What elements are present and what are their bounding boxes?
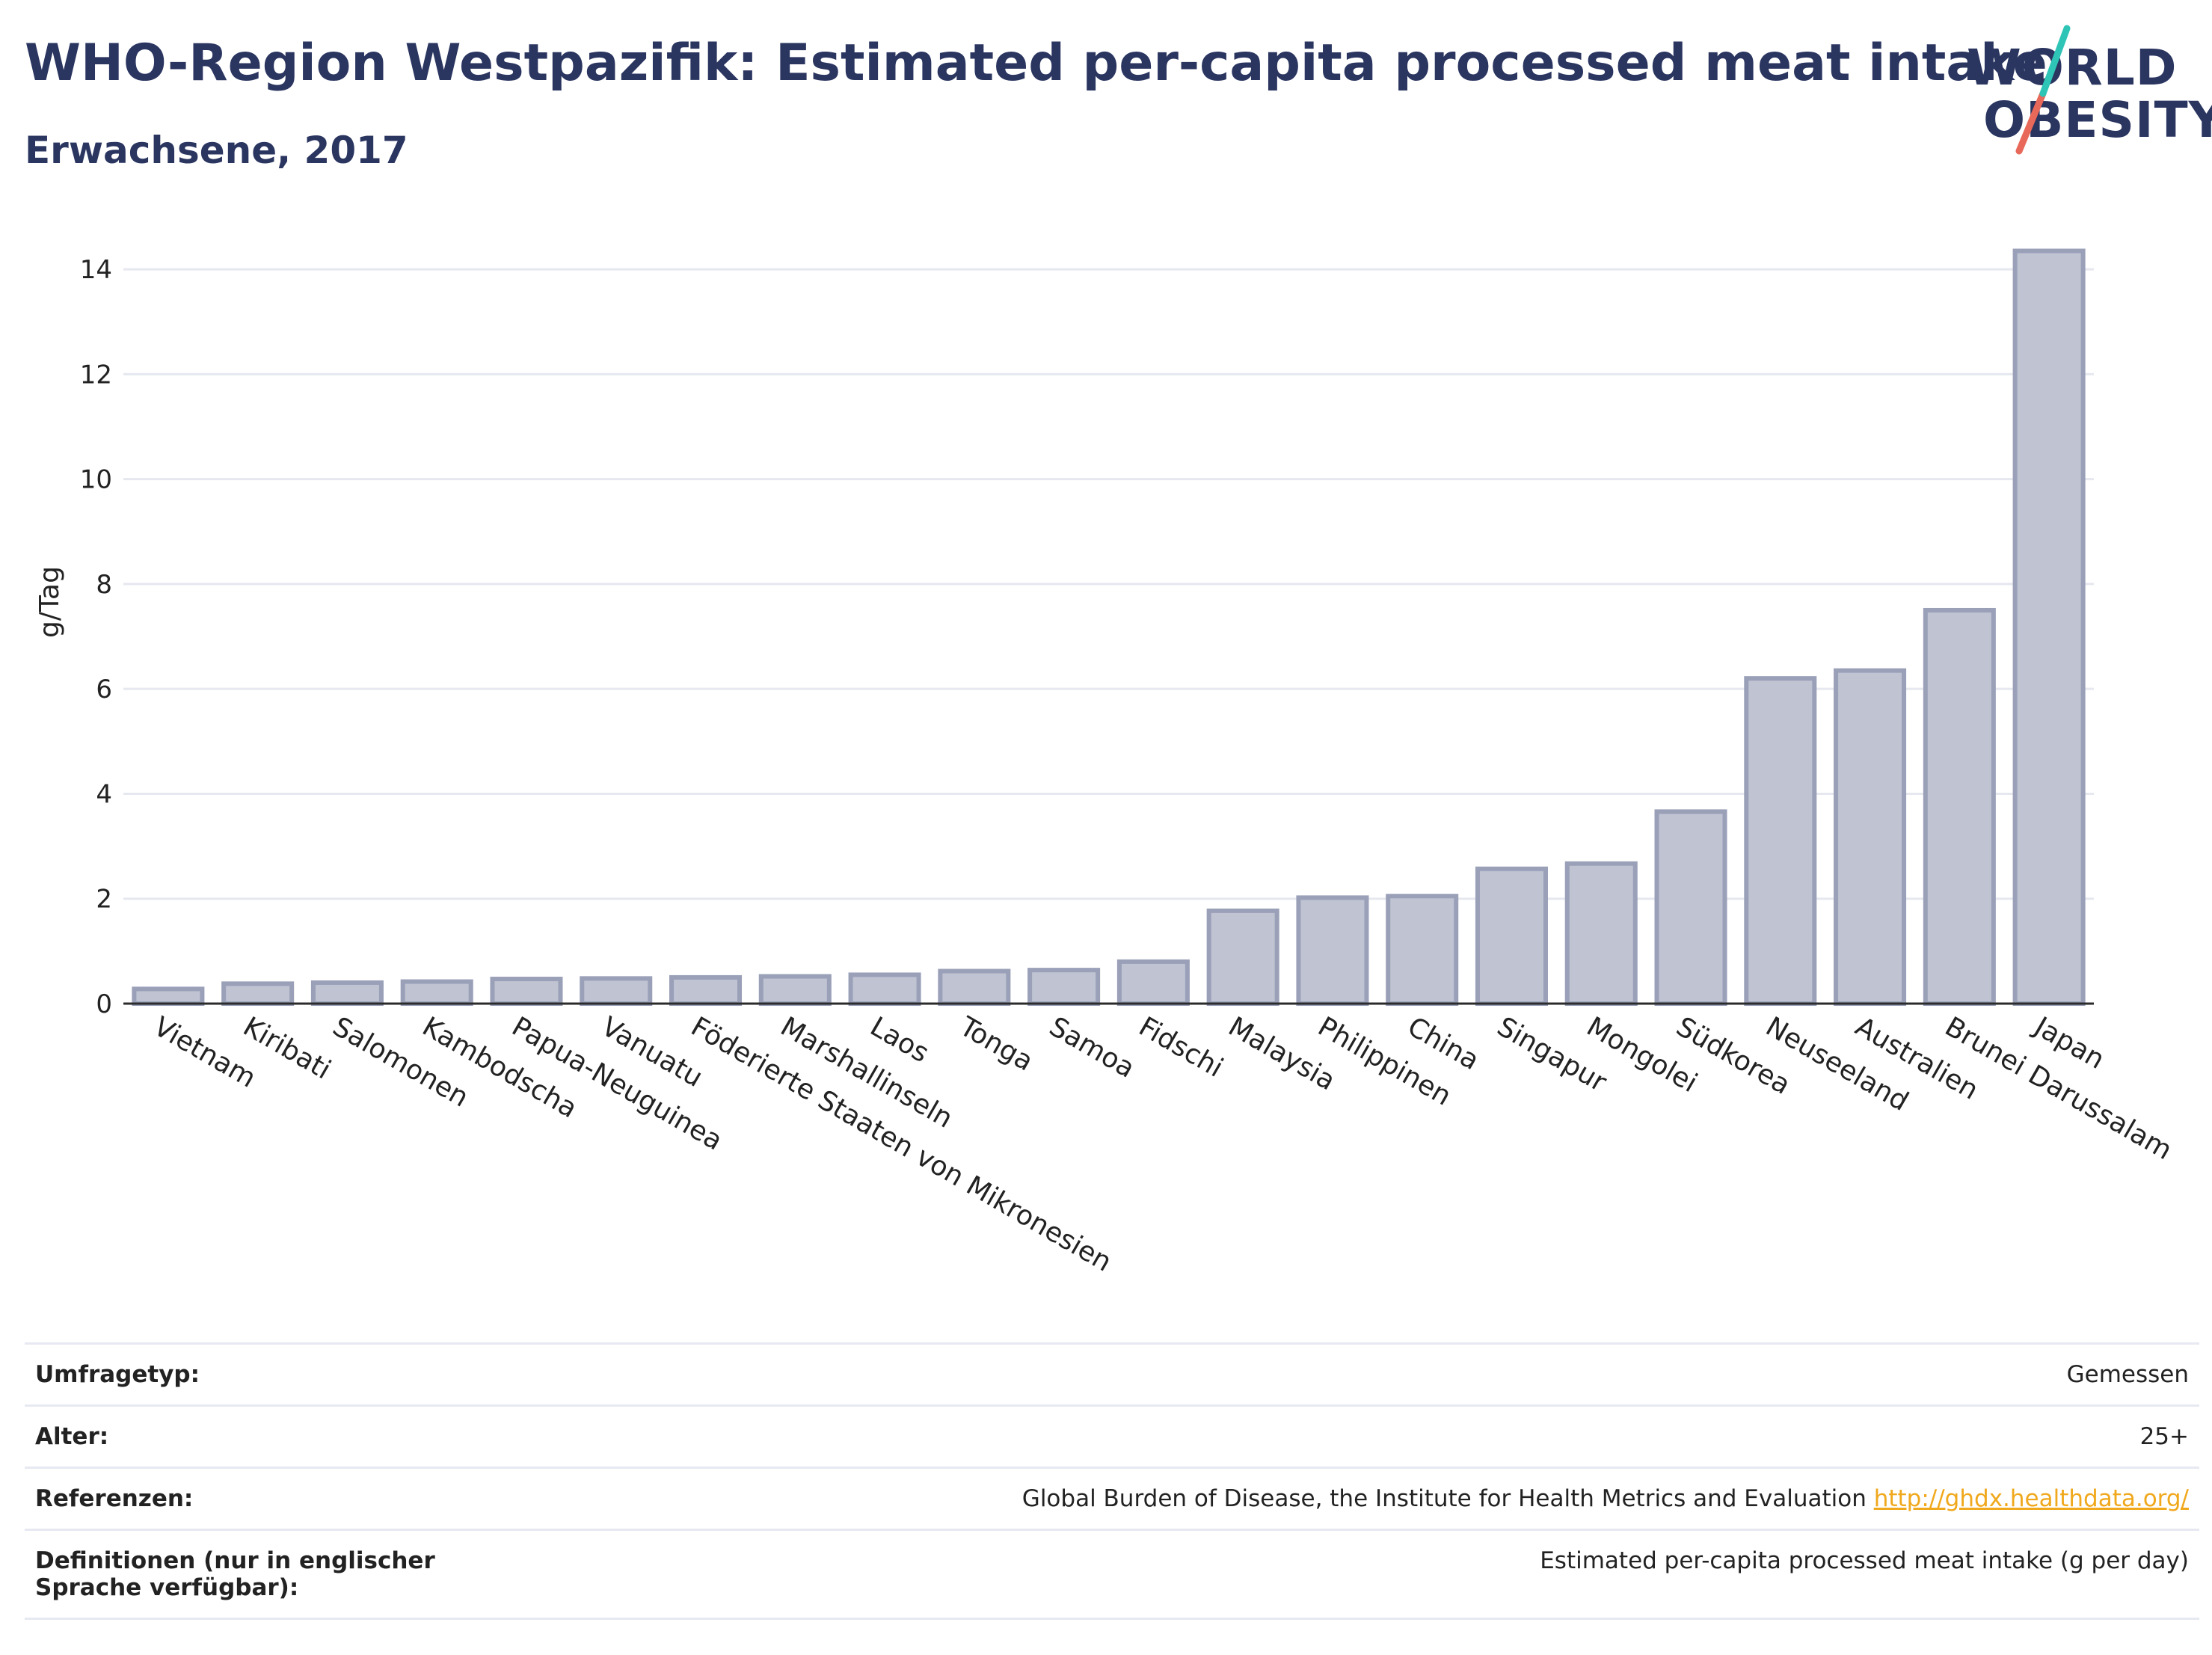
bar [938,968,1011,1007]
bar [1744,676,1817,1006]
bar [1386,894,1459,1006]
bar [1654,809,1727,1006]
bar [132,986,205,1006]
info-value: Estimated per-capita processed meat inta… [1540,1547,2189,1574]
y-tick-label: 8 [96,570,112,600]
chart-title: WHO-Region Westpazifik: Estimated per-ca… [25,34,2047,93]
bar [1923,607,1996,1006]
y-axis-label: g/Tag [34,566,65,638]
bar [1116,959,1190,1006]
reference-text: Global Burden of Disease, the Institute … [1021,1485,1867,1512]
y-tick-label: 12 [80,360,112,390]
bar [1296,895,1369,1006]
reference-link[interactable]: http://ghdx.healthdata.org/ [1873,1485,2189,1512]
y-tick-label: 6 [96,675,112,704]
logo-slash-icon [2015,25,2071,155]
info-row-age: Alter: 25+ [25,1405,2199,1468]
bar [490,977,563,1006]
bar [848,972,921,1007]
y-tick-label: 10 [80,465,112,495]
info-table: Umfragetyp: Gemessen Alter: 25+ Referenz… [25,1342,2199,1620]
bar [1834,668,1907,1006]
logo-text-world: WORLD [1967,39,2178,96]
info-row-definitions: Definitionen (nur in englischer Sprache … [25,1529,2199,1619]
info-value: 25+ [2139,1423,2189,1450]
info-label: Definitionen (nur in englischer Sprache … [35,1547,435,1601]
info-row-survey-type: Umfragetyp: Gemessen [25,1343,2199,1406]
info-label: Umfragetyp: [35,1361,200,1388]
y-tick-label: 0 [96,989,112,1019]
bar [758,974,832,1007]
bar [580,976,653,1006]
bar [400,979,473,1007]
bar [221,981,295,1006]
x-tick-label: Fidschi [1134,1011,1228,1084]
info-row-references: Referenzen: Global Burden of Disease, th… [25,1467,2199,1530]
bar-chart: 02468101214g/TagVietnamKiribatiSalomonen… [34,248,2177,1278]
bar [1475,866,1548,1007]
y-tick-label: 4 [96,779,112,809]
info-label: Alter: [35,1423,109,1450]
y-tick-label: 14 [80,255,112,285]
bar [310,980,384,1006]
bar [669,974,743,1006]
world-obesity-logo: WORLD OBESITY [1959,22,2212,165]
bar [1206,908,1279,1006]
y-tick-label: 2 [96,885,112,915]
info-label: Referenzen: [35,1485,194,1512]
x-tick-label: Samoa [1044,1011,1140,1084]
bar [1564,861,1638,1007]
x-tick-label: Vietnam [148,1011,260,1094]
info-value: Global Burden of Disease, the Institute … [554,1468,2199,1530]
info-value: Gemessen [2066,1361,2189,1388]
bar [1027,968,1101,1006]
x-tick-label: Tonga [953,1011,1038,1078]
chart-subtitle: Erwachsene, 2017 [25,129,408,172]
bar [2012,248,2086,1006]
